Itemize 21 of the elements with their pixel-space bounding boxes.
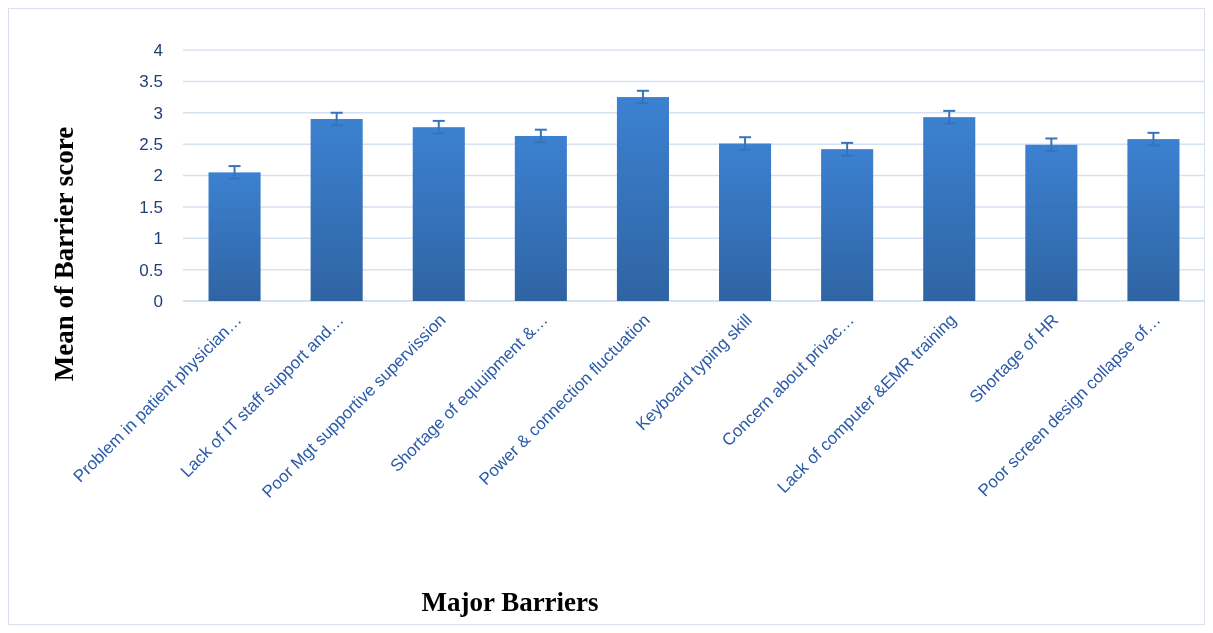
bar	[923, 117, 976, 301]
y-tick-label: 2.5	[139, 135, 163, 155]
bar	[616, 97, 669, 301]
y-tick-label: 3	[153, 103, 163, 123]
bar	[514, 135, 567, 301]
x-axis-title: Major Barriers	[421, 587, 599, 617]
y-tick-label: 4	[153, 40, 163, 60]
y-tick-label: 1.5	[139, 197, 163, 217]
bar	[1025, 144, 1078, 301]
bar	[1127, 139, 1180, 301]
bar	[310, 119, 363, 301]
y-tick-label: 3.5	[139, 72, 163, 92]
y-tick-label: 1	[153, 229, 163, 249]
bar	[412, 127, 465, 301]
bar	[821, 149, 874, 301]
y-tick-label: 0	[153, 291, 163, 311]
bar	[208, 172, 261, 301]
bar	[719, 143, 772, 301]
y-axis-title: Mean of Barrier score	[49, 126, 79, 382]
y-tick-label: 0.5	[139, 260, 163, 280]
y-tick-label: 2	[153, 166, 163, 186]
